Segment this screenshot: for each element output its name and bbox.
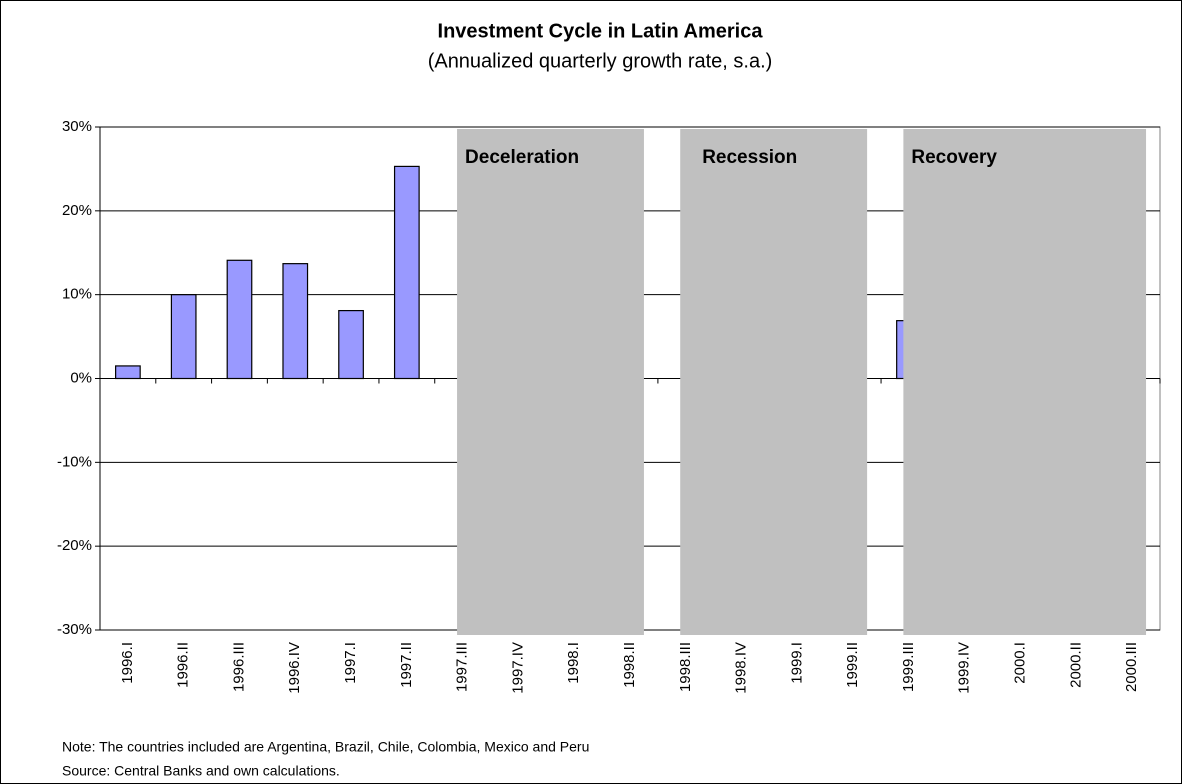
- x-tick-label: 1999.III: [900, 642, 917, 692]
- phase-box: [680, 129, 868, 635]
- x-tick-label: 1999.IV: [956, 642, 973, 694]
- phase-label: Recession: [702, 147, 797, 168]
- y-tick-label: -10%: [57, 453, 92, 470]
- bar: [282, 263, 309, 380]
- x-tick-label: 2000.I: [1011, 642, 1028, 684]
- x-tick-label: 1997.I: [342, 642, 359, 684]
- phase-box: [903, 129, 1147, 635]
- x-tick-label: 1997.II: [398, 642, 415, 688]
- x-tick-label: 2000.II: [1067, 642, 1084, 688]
- x-tick-label: 1997.IV: [509, 642, 526, 694]
- chart-title: Investment Cycle in Latin America: [438, 20, 764, 42]
- x-tick-label: 1997.III: [454, 642, 471, 692]
- bar: [226, 259, 253, 380]
- x-tick-label: 1998.IV: [733, 642, 750, 694]
- y-tick-label: -20%: [57, 537, 92, 554]
- note: Note: The countries included are Argenti…: [62, 739, 589, 755]
- x-tick-label: 2000.III: [1123, 642, 1140, 692]
- x-tick-label: 1998.II: [621, 642, 638, 688]
- x-tick-label: 1996.III: [230, 642, 247, 692]
- x-tick-label: 1996.I: [119, 642, 136, 684]
- x-tick-label: 1998.I: [565, 642, 582, 684]
- y-tick-label: 20%: [62, 202, 92, 219]
- y-tick-label: -30%: [57, 621, 92, 638]
- bar: [393, 165, 420, 380]
- x-tick-label: 1999.I: [788, 642, 805, 684]
- phase-label: Deceleration: [465, 147, 579, 168]
- y-tick-label: 0%: [70, 369, 92, 386]
- chart-subtitle: (Annualized quarterly growth rate, s.a.): [428, 50, 773, 72]
- x-tick-label: 1998.III: [677, 642, 694, 692]
- x-tick-label: 1996.II: [175, 642, 192, 688]
- y-tick-label: 10%: [62, 286, 92, 303]
- bar: [115, 365, 141, 380]
- bar: [170, 294, 197, 380]
- phase-box: [457, 129, 644, 635]
- bar: [338, 309, 364, 380]
- source: Source: Central Banks and own calculatio…: [62, 763, 340, 779]
- x-tick-label: 1996.IV: [286, 642, 303, 694]
- x-tick-label: 1999.II: [844, 642, 861, 688]
- phase-label: Recovery: [911, 147, 997, 168]
- y-tick-label: 30%: [62, 118, 92, 135]
